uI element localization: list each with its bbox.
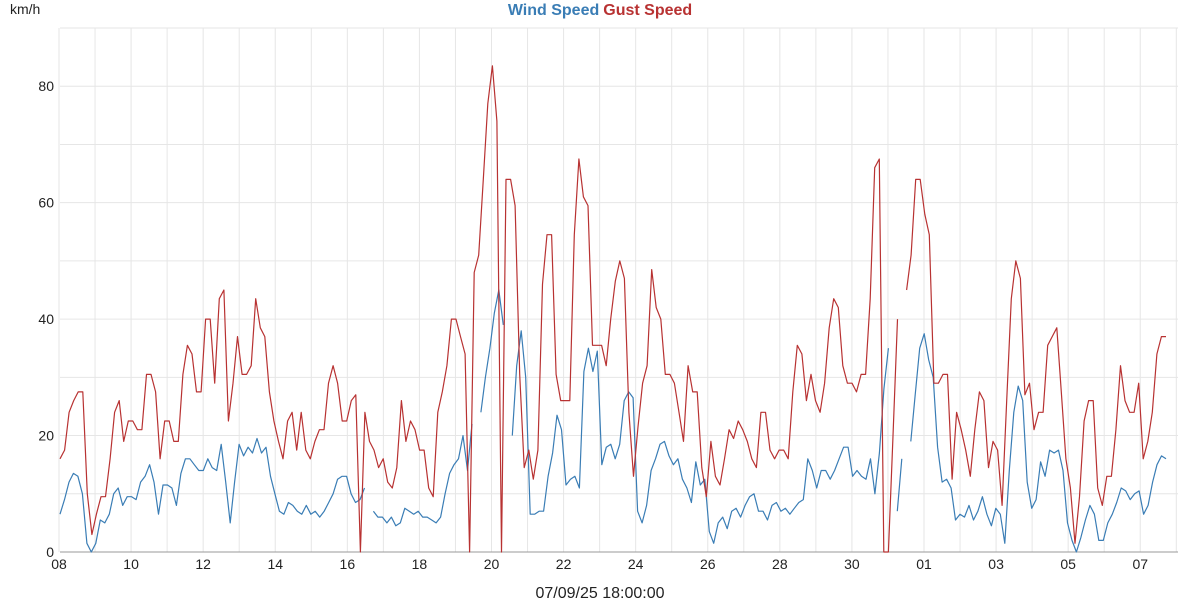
y-tick-label: 0 (46, 544, 54, 560)
x-tick-label: 18 (412, 556, 428, 572)
x-tick-label: 24 (628, 556, 644, 572)
x-tick-label: 10 (123, 556, 139, 572)
x-tick-label: 28 (772, 556, 788, 572)
x-tick-label: 07 (1132, 556, 1148, 572)
x-tick-labels: 08 10 12 14 16 18 20 22 24 26 28 30 01 03 05 07 (51, 556, 1148, 572)
x-tick-label: 08 (51, 556, 67, 572)
vertical-gridlines (58, 28, 1177, 552)
x-tick-label: 16 (340, 556, 356, 572)
y-tick-label: 60 (38, 195, 54, 211)
horizontal-gridlines (60, 27, 1178, 495)
y-tick-label: 20 (38, 428, 54, 444)
y-tick-label: 80 (38, 78, 54, 94)
wind-speed-series-line (59, 289, 1167, 553)
x-tick-label: 01 (916, 556, 932, 572)
x-tick-label: 05 (1060, 556, 1076, 572)
y-axis-unit-label: km/h (10, 1, 40, 17)
x-tick-label: 20 (484, 556, 500, 572)
legend-item-wind-speed: Wind Speed (508, 2, 599, 19)
gust-speed-series-line (59, 65, 1166, 553)
x-tick-label: 22 (556, 556, 572, 572)
footer-timestamp: 07/09/25 18:00:00 (535, 585, 664, 600)
x-tick-label: 12 (195, 556, 211, 572)
legend: Wind Speed Gust Speed (508, 2, 692, 19)
y-tick-label: 40 (38, 311, 54, 327)
series-layer (59, 65, 1167, 553)
y-tick-labels: 0 20 40 60 80 (38, 78, 54, 560)
x-tick-label: 26 (700, 556, 716, 572)
x-tick-label: 14 (267, 556, 283, 572)
x-tick-label: 30 (844, 556, 860, 572)
x-tick-label: 03 (988, 556, 1004, 572)
legend-item-gust-speed: Gust Speed (603, 2, 692, 19)
